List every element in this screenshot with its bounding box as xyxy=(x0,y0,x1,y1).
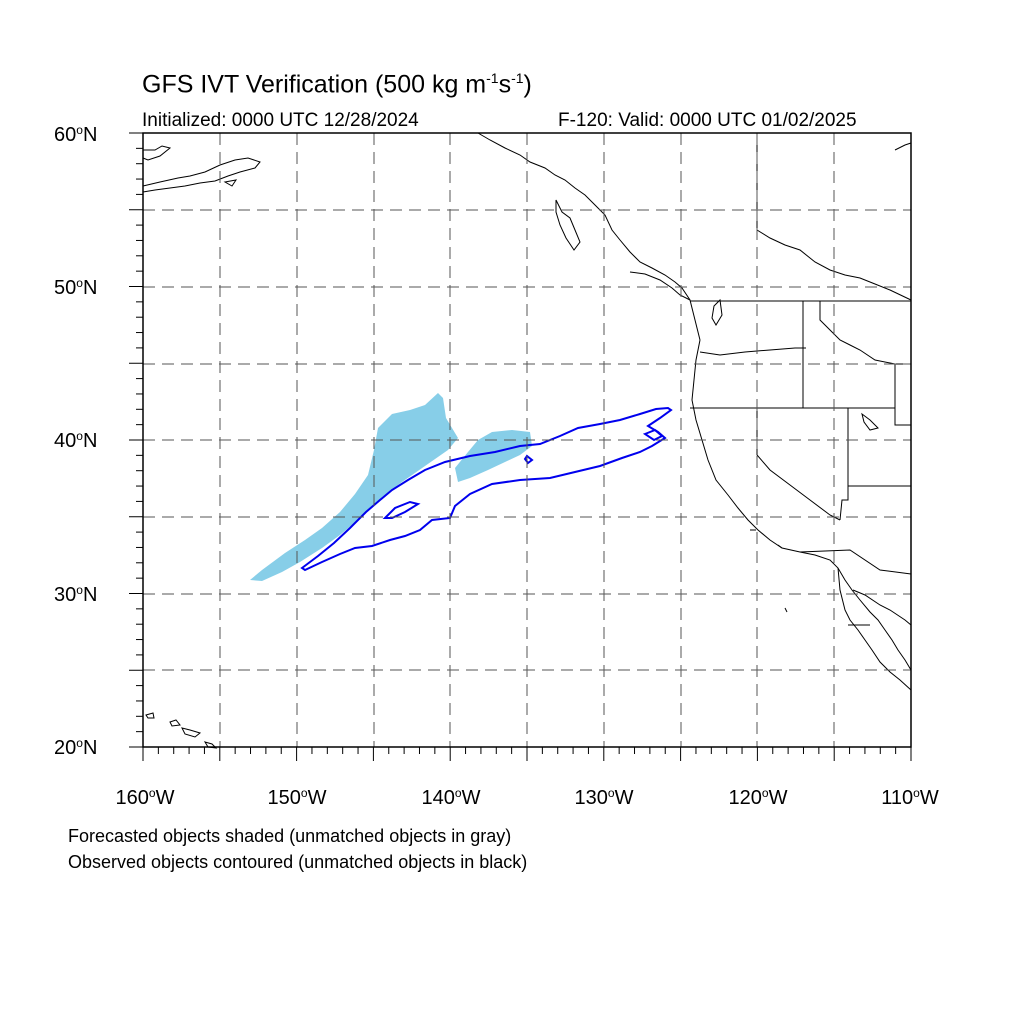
lon-label-150w: 150oW xyxy=(267,786,327,809)
observed-hole-1 xyxy=(382,500,421,519)
grid-lines xyxy=(143,133,911,747)
observed-hole-2 xyxy=(523,454,534,465)
valid-time: F-120: Valid: 0000 UTC 01/02/2025 xyxy=(558,110,857,131)
observed-object-contour xyxy=(300,406,673,572)
lon-label-110w: 110oW xyxy=(881,786,939,809)
observed-objects xyxy=(300,406,673,572)
lat-label-50n: 50oN xyxy=(54,276,98,299)
lat-label-40n: 40oN xyxy=(54,429,98,452)
lat-label-60n: 60oN xyxy=(54,123,98,146)
lon-label-160w: 160oW xyxy=(115,786,175,809)
forecast-object-east xyxy=(455,430,532,482)
lat-label-30n: 30oN xyxy=(54,583,98,606)
map-title: GFS IVT Verification (500 kg m-1s-1) xyxy=(142,70,532,99)
observed-hole-3 xyxy=(642,428,664,442)
lon-label-120w: 120oW xyxy=(728,786,788,809)
note-observed: Observed objects contoured (unmatched ob… xyxy=(68,852,528,872)
lat-label-20n: 20oN xyxy=(54,736,98,759)
lon-label-130w: 130oW xyxy=(574,786,634,809)
forecast-objects xyxy=(250,393,532,581)
initialized-time: Initialized: 0000 UTC 12/28/2024 xyxy=(142,110,419,131)
forecast-object-west xyxy=(250,393,458,581)
axis-ticks xyxy=(129,132,912,761)
lon-label-140w: 140oW xyxy=(421,786,481,809)
note-forecast: Forecasted objects shaded (unmatched obj… xyxy=(68,826,512,846)
